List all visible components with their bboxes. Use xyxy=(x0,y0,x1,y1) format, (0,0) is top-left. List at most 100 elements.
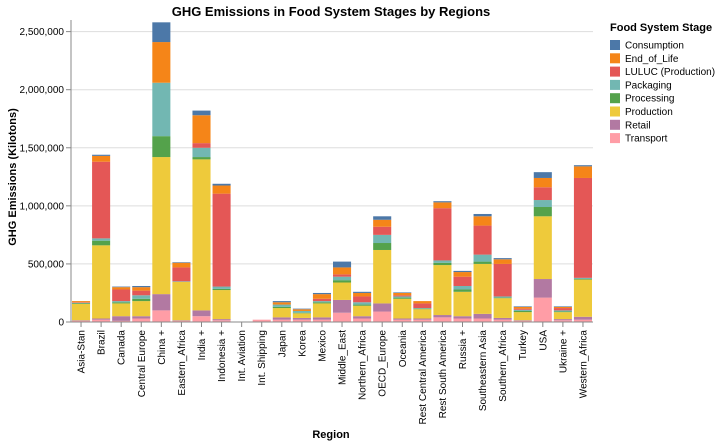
x-tick-label: Southeastern Asia xyxy=(478,330,489,412)
bar-segment xyxy=(72,303,91,321)
bar-segment xyxy=(112,286,131,288)
bar-segment xyxy=(132,316,151,319)
bar-segment xyxy=(373,249,392,304)
bar-segment xyxy=(373,303,392,312)
y-tick-label: 0 xyxy=(58,318,64,329)
bar-segment xyxy=(573,319,592,322)
legend-swatch xyxy=(610,66,620,77)
bar-segment xyxy=(553,312,572,320)
bar-segment xyxy=(72,320,91,321)
bar-segment xyxy=(573,279,592,280)
bar-segment xyxy=(212,290,231,320)
bar-segment xyxy=(353,302,372,305)
bar-segment xyxy=(112,287,131,290)
bar-segment xyxy=(513,308,532,310)
bar-segment xyxy=(272,304,291,307)
x-tick-label: Int. Aviation xyxy=(237,330,248,382)
bar-segment xyxy=(453,276,472,286)
bars xyxy=(72,22,592,322)
bar-segment xyxy=(353,296,372,303)
bar-segment xyxy=(152,294,171,311)
bar-segment xyxy=(212,183,231,186)
bar-segment xyxy=(573,166,592,178)
legend-label: Retail xyxy=(625,120,651,131)
bar-segment xyxy=(72,301,91,303)
bar-segment xyxy=(553,306,572,309)
bar-segment xyxy=(393,296,412,298)
bar-segment xyxy=(312,317,331,320)
bar-segment xyxy=(433,260,452,263)
bar-segment xyxy=(92,240,111,246)
bar-segment xyxy=(493,263,512,297)
bar-segment xyxy=(533,279,552,298)
x-tick-label: Northern_Africa xyxy=(358,330,369,400)
bar-segment xyxy=(172,262,191,263)
bar-segment xyxy=(513,309,532,311)
bar-segment xyxy=(132,295,151,299)
bar-segment xyxy=(513,306,532,309)
bar-segment xyxy=(92,238,111,241)
y-tick-label: 2,000,000 xyxy=(20,85,65,96)
bar-segment xyxy=(413,303,432,309)
bar-segment xyxy=(533,172,552,178)
legend-swatch xyxy=(610,53,620,64)
bar-segment xyxy=(553,310,572,312)
x-axis-title: Region xyxy=(312,429,350,441)
bar-segment xyxy=(212,185,231,194)
bar-segment xyxy=(72,303,91,304)
bar-segment xyxy=(493,259,512,264)
legend-swatch xyxy=(610,106,620,117)
x-tick-label: Western_Africa xyxy=(578,330,589,399)
bar-segment xyxy=(553,311,572,313)
bar-segment xyxy=(433,317,452,322)
bar-segment xyxy=(333,274,352,277)
bar-segment xyxy=(453,272,472,277)
y-tick-label: 1,000,000 xyxy=(20,201,65,212)
legend-swatch xyxy=(610,133,620,144)
y-tick-label: 2,500,000 xyxy=(20,27,65,38)
bar-segment xyxy=(212,319,231,321)
y-tick-label: 500,000 xyxy=(28,259,65,270)
x-tick-label: Indonesia + xyxy=(217,330,228,382)
bar-segment xyxy=(172,320,191,322)
bar-segment xyxy=(292,319,311,322)
bar-segment xyxy=(333,299,352,313)
legend-swatch xyxy=(610,79,620,90)
bar-segment xyxy=(393,292,412,296)
x-tick-label: Central Europe xyxy=(137,330,148,398)
bar-segment xyxy=(212,286,231,289)
bar-segment xyxy=(132,301,151,317)
bar-segment xyxy=(212,320,231,322)
bar-segment xyxy=(152,310,171,322)
legend-label: Consumption xyxy=(625,41,684,52)
legend-label: LULUC (Production) xyxy=(625,67,715,78)
bar-segment xyxy=(493,298,512,318)
bar-segment xyxy=(112,302,131,304)
bar-segment xyxy=(92,161,111,239)
bar-segment xyxy=(373,216,392,220)
bar-segment xyxy=(533,187,552,201)
bar-segment xyxy=(493,258,512,260)
bar-segment xyxy=(553,319,572,321)
bar-segment xyxy=(573,165,592,167)
bar-segment xyxy=(513,306,532,307)
axes: 0 500,000 1,000,000 1,500,000 2,000,000 2,500… xyxy=(20,20,593,424)
bar-segment xyxy=(272,319,291,322)
bar-segment xyxy=(333,267,352,275)
bar-segment xyxy=(92,318,111,320)
x-tick-label: Canada xyxy=(117,330,128,365)
x-tick-label: USA xyxy=(538,330,549,351)
bar-segment xyxy=(553,306,572,307)
bar-segment xyxy=(132,285,151,288)
bar-segment xyxy=(413,309,432,319)
legend-swatch xyxy=(610,40,620,50)
bar-segment xyxy=(573,177,592,278)
bar-segment xyxy=(533,200,552,208)
bar-segment xyxy=(292,317,311,320)
bar-segment xyxy=(353,318,372,322)
bar-segment xyxy=(192,157,211,160)
bar-segment xyxy=(172,267,191,282)
bar-segment xyxy=(373,243,392,250)
bar-segment xyxy=(132,287,151,291)
